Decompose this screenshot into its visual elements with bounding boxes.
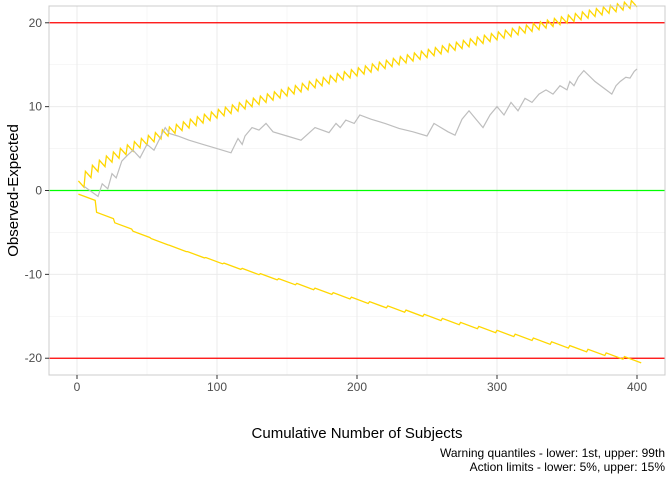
- upper-warning-boundary: [77, 0, 638, 189]
- y-tick-label: 10: [29, 100, 43, 114]
- caption-action-limits: Action limits - lower: 5%, upper: 15%: [470, 460, 666, 474]
- warning-boundaries: [77, 0, 642, 364]
- x-axis-ticks: 0 100 200 300 400: [74, 375, 647, 394]
- caption-warning-quantiles: Warning quantiles - lower: 1st, upper: 9…: [440, 446, 665, 460]
- y-axis-ticks: -20 -10 0 10 20: [25, 16, 49, 365]
- cusum-series-line: [83, 68, 638, 198]
- lower-warning-boundary: [78, 193, 642, 364]
- x-tick-label: 400: [627, 380, 647, 394]
- y-tick-label: -20: [25, 351, 43, 365]
- y-axis-title: Observed-Expected: [5, 124, 22, 257]
- x-tick-label: 0: [74, 380, 81, 394]
- y-tick-label: 20: [29, 16, 43, 30]
- x-tick-label: 200: [347, 380, 367, 394]
- y-tick-label: -10: [25, 267, 43, 281]
- y-tick-label: 0: [35, 184, 42, 198]
- x-tick-label: 100: [207, 380, 227, 394]
- series-lines: [83, 68, 638, 198]
- x-tick-label: 300: [487, 380, 507, 394]
- reference-lines: [49, 22, 665, 359]
- x-axis-title: Cumulative Number of Subjects: [252, 425, 463, 442]
